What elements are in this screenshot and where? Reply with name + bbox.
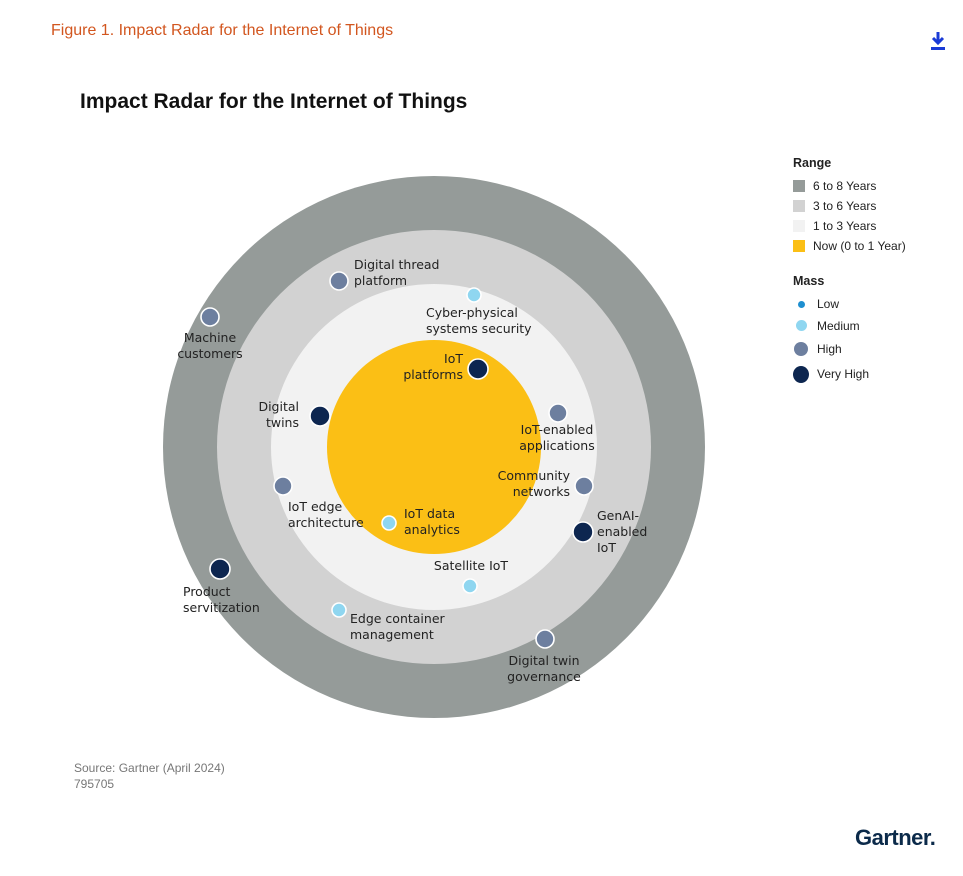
radar-label-line: Digital xyxy=(258,399,299,414)
radar-dot-iot-enabled-applications[interactable] xyxy=(548,403,568,423)
legend-mass-item: High xyxy=(793,337,906,360)
radar-label-line: applications xyxy=(519,438,594,453)
document-id: 795705 xyxy=(74,777,115,791)
legend-label: Low xyxy=(817,297,840,311)
radar-dot-community-networks[interactable] xyxy=(574,476,594,496)
radar-label-line: management xyxy=(350,627,434,642)
radar-label-line: governance xyxy=(507,669,581,684)
figure-title: Figure 1. Impact Radar for the Internet … xyxy=(51,22,394,39)
radar-label-line: Edge container xyxy=(350,611,446,626)
legend-label: 6 to 8 Years xyxy=(813,179,877,193)
radar-label-cyber-physical-systems-security: Cyber-physical systems security xyxy=(426,305,532,336)
radar-label-machine-customers: Machine customers xyxy=(177,330,242,361)
radar-label-edge-container-management: Edge container management xyxy=(350,611,446,642)
radar-label-line: Digital twin xyxy=(508,653,579,668)
legend-mass-dot xyxy=(794,341,808,356)
legend: Range 6 to 8 Years 3 to 6 Years 1 to 3 Y… xyxy=(793,156,906,388)
radar-label-iot-platforms: IoT platforms xyxy=(403,351,463,382)
radar-dot-digital-twins[interactable] xyxy=(309,405,331,427)
impact-radar: Digital thread platform Cyber-physical syst… xyxy=(163,176,705,718)
radar-label-line: Satellite IoT xyxy=(434,558,509,573)
legend-swatch xyxy=(793,180,805,192)
radar-label-line: Digital thread xyxy=(354,257,440,272)
radar-label-line: servitization xyxy=(183,600,260,615)
legend-label: Medium xyxy=(817,318,860,333)
radar-label-digital-twin-governance: Digital twin governance xyxy=(507,653,581,684)
radar-label-line: networks xyxy=(513,484,570,499)
legend-mass-title: Mass xyxy=(793,274,825,288)
radar-dot-digital-twin-governance[interactable] xyxy=(535,629,555,649)
radar-label-line: IoT xyxy=(597,540,616,555)
radar-label-line: Product xyxy=(183,584,231,599)
radar-label-line: IoT edge xyxy=(288,499,343,514)
legend-swatch xyxy=(793,240,805,252)
legend-range-title: Range xyxy=(793,156,832,170)
radar-dot-edge-container-management[interactable] xyxy=(331,602,347,618)
radar-label-iot-data-analytics: IoT data analytics xyxy=(404,506,460,537)
legend-mass-dot xyxy=(793,365,809,383)
radar-label-line: systems security xyxy=(426,321,532,336)
radar-dot-iot-edge-architecture[interactable] xyxy=(273,476,293,496)
chart-title: Impact Radar for the Internet of Things xyxy=(80,90,468,113)
radar-label-line: IoT-enabled xyxy=(521,422,594,437)
radar-label-line: Machine xyxy=(184,330,237,345)
legend-label: 3 to 6 Years xyxy=(813,199,877,213)
radar-dot-digital-thread-platform[interactable] xyxy=(329,271,349,291)
ring-now xyxy=(327,340,541,554)
radar-label-line: architecture xyxy=(288,515,364,530)
legend-label: High xyxy=(817,341,842,356)
radar-label-line: GenAI- xyxy=(597,508,639,523)
legend-mass-dot xyxy=(795,320,807,331)
radar-label-line: Cyber-physical xyxy=(426,305,518,320)
source-text: Source: Gartner (April 2024) xyxy=(74,761,225,775)
radar-label-product-servitization: Product servitization xyxy=(183,584,260,615)
legend-mass-item: Low xyxy=(793,294,906,314)
radar-label-line: platforms xyxy=(403,367,463,382)
radar-dot-iot-platforms[interactable] xyxy=(467,358,489,380)
legend-label: Very High xyxy=(817,367,870,381)
radar-label-digital-thread-platform: Digital thread platform xyxy=(354,257,440,288)
legend-swatch xyxy=(793,200,805,212)
legend-swatch xyxy=(793,220,805,232)
legend-mass-item: Very High xyxy=(793,360,906,388)
radar-label-line: twins xyxy=(266,415,299,430)
gartner-logo: Gartner. xyxy=(855,825,936,850)
legend-range-item: 6 to 8 Years xyxy=(793,176,906,196)
radar-dot-satellite-iot[interactable] xyxy=(462,578,478,594)
legend-range-item: 1 to 3 Years xyxy=(793,216,906,236)
radar-dot-iot-data-analytics[interactable] xyxy=(381,515,397,531)
radar-label-line: enabled xyxy=(597,524,647,539)
radar-label-line: IoT xyxy=(444,351,463,366)
legend-label: 1 to 3 Years xyxy=(813,219,877,233)
radar-label-line: IoT data xyxy=(404,506,455,521)
legend-label: Now (0 to 1 Year) xyxy=(813,239,906,253)
radar-label-genai-enabled-iot: GenAI-enabled IoT xyxy=(597,508,647,555)
radar-label-community-networks: Community networks xyxy=(498,468,571,499)
radar-label-iot-edge-architecture: IoT edge architecture xyxy=(288,499,364,530)
legend-mass-item: Medium xyxy=(793,314,906,337)
radar-dot-machine-customers[interactable] xyxy=(200,307,220,327)
legend-range-item: 3 to 6 Years xyxy=(793,196,906,216)
radar-label-digital-twins: Digital twins xyxy=(258,399,299,430)
radar-label-line: Community xyxy=(498,468,571,483)
radar-dot-product-servitization[interactable] xyxy=(209,558,231,580)
radar-label-iot-enabled-applications: IoT-enabled applications xyxy=(519,422,594,453)
legend-range-item: Now (0 to 1 Year) xyxy=(793,236,906,256)
radar-label-line: analytics xyxy=(404,522,460,537)
radar-dot-cyber-physical-systems-security[interactable] xyxy=(466,287,482,303)
legend-mass-dot xyxy=(797,300,805,308)
radar-dot-genai-enabled-iot[interactable] xyxy=(572,521,594,543)
source-note: Source: Gartner (April 2024) 795705 xyxy=(74,760,225,792)
radar-label-satellite-iot: Satellite IoT xyxy=(434,558,509,573)
radar-label-line: customers xyxy=(177,346,242,361)
radar-label-line: platform xyxy=(354,273,407,288)
download-icon[interactable] xyxy=(928,30,948,52)
